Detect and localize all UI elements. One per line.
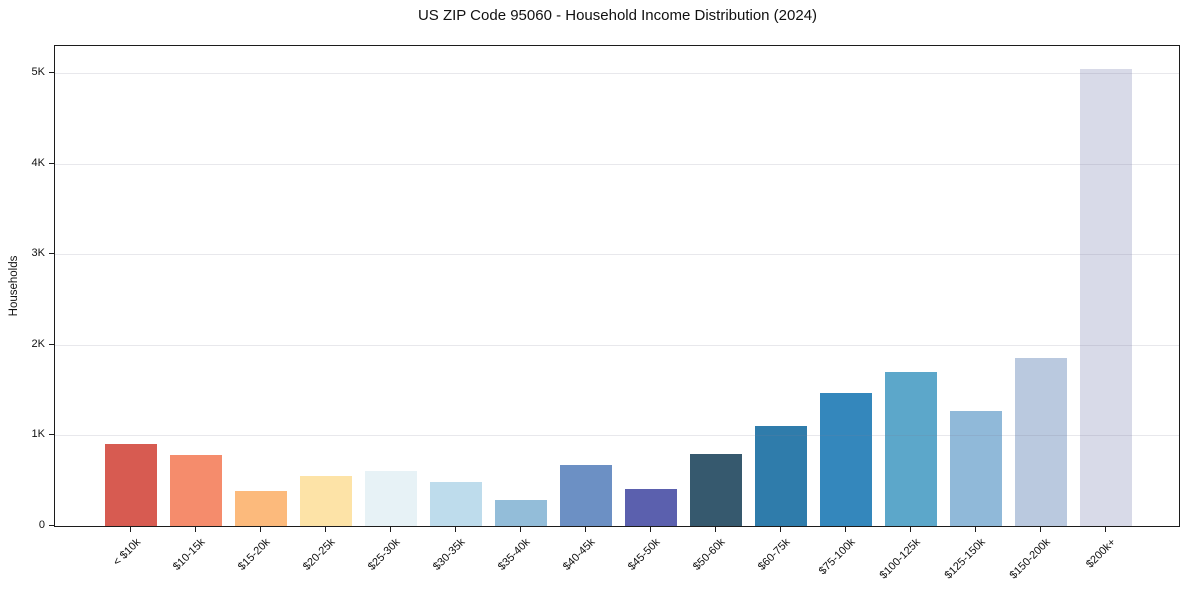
bar xyxy=(365,471,417,526)
y-axis-label: Households xyxy=(8,255,20,317)
y-tick-mark xyxy=(49,525,54,526)
x-tick-label: $125-150k xyxy=(942,536,988,582)
bar xyxy=(820,393,872,526)
x-tick-label: $35-40k xyxy=(496,536,533,573)
bar xyxy=(170,455,222,526)
bar xyxy=(625,488,677,526)
x-tick-mark xyxy=(130,527,131,532)
bar xyxy=(1015,358,1067,526)
bar xyxy=(885,372,937,526)
x-tick-mark xyxy=(390,527,391,532)
bar xyxy=(105,443,157,526)
x-tick-mark xyxy=(715,527,716,532)
x-tick-mark xyxy=(1105,527,1106,532)
bar xyxy=(300,476,352,526)
x-tick-label: $100-125k xyxy=(877,536,923,582)
bar xyxy=(560,464,612,526)
y-tick-mark xyxy=(49,253,54,255)
y-tick-mark xyxy=(49,343,54,345)
y-tick-mark xyxy=(49,72,54,74)
x-tick-label: $15-20k xyxy=(236,536,273,573)
bar xyxy=(950,410,1002,526)
gridline xyxy=(55,73,1179,75)
y-tick-mark xyxy=(49,434,54,436)
bar xyxy=(495,499,547,526)
y-tick-label: 4K xyxy=(31,156,45,169)
gridline xyxy=(55,254,1179,256)
gridline xyxy=(55,163,1179,165)
chart-title: US ZIP Code 95060 - Household Income Dis… xyxy=(417,7,818,24)
x-tick-mark xyxy=(195,527,196,532)
gridline xyxy=(55,344,1179,346)
x-tick-label: $40-45k xyxy=(561,536,598,573)
y-tick-label: 3K xyxy=(31,247,45,260)
x-tick-label: $200k+ xyxy=(1083,536,1118,571)
x-tick-label: $25-30k xyxy=(366,536,403,573)
x-tick-mark xyxy=(260,527,261,532)
x-tick-label: $50-60k xyxy=(691,536,728,573)
bar xyxy=(690,454,742,526)
x-tick-mark xyxy=(975,527,976,532)
x-tick-mark xyxy=(1040,527,1041,532)
plot-area xyxy=(54,45,1180,527)
x-tick-label: $20-25k xyxy=(301,536,338,573)
x-tick-mark xyxy=(845,527,846,532)
bar xyxy=(1080,68,1132,526)
bar xyxy=(235,490,287,526)
x-tick-mark xyxy=(520,527,521,532)
x-tick-mark xyxy=(780,527,781,532)
x-tick-label: $10-15k xyxy=(171,536,208,573)
x-tick-label: $30-35k xyxy=(431,536,468,573)
y-tick-mark xyxy=(49,162,54,164)
x-tick-mark xyxy=(455,527,456,532)
y-tick-label: 2K xyxy=(31,337,45,350)
bar xyxy=(755,426,807,526)
x-tick-label: $60-75k xyxy=(756,536,793,573)
x-tick-mark xyxy=(585,527,586,532)
x-tick-label: $75-100k xyxy=(816,536,858,578)
y-tick-label: 0 xyxy=(38,519,45,531)
bar xyxy=(430,481,482,526)
x-tick-mark xyxy=(910,527,911,532)
x-tick-label: < $10k xyxy=(110,536,143,569)
y-tick-label: 1K xyxy=(31,428,45,441)
x-tick-label: $150-200k xyxy=(1007,536,1053,582)
x-tick-mark xyxy=(650,527,651,532)
x-tick-label: $45-50k xyxy=(626,536,663,573)
y-tick-label: 5K xyxy=(31,66,45,79)
gridline xyxy=(55,435,1179,437)
x-tick-mark xyxy=(325,527,326,532)
